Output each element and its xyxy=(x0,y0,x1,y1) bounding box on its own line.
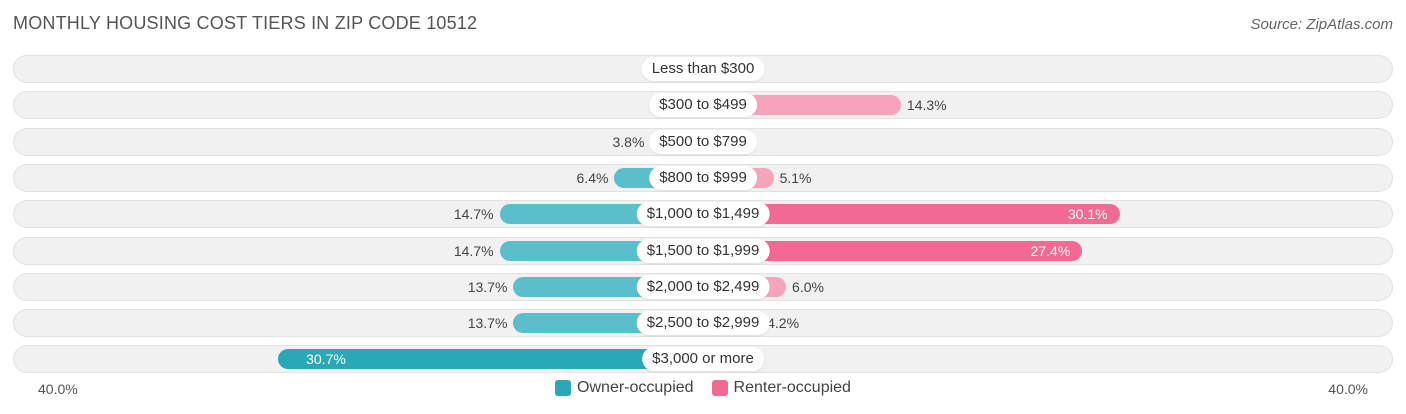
legend-renter-label: Renter-occupied xyxy=(733,379,851,396)
legend: Owner-occupied Renter-occupied xyxy=(0,379,1406,397)
axis-right-label: 40.0% xyxy=(1328,381,1368,397)
legend-renter: Renter-occupied xyxy=(711,379,851,397)
legend-renter-swatch xyxy=(711,380,728,396)
legend-owner: Owner-occupied xyxy=(555,379,694,397)
category-label: $2,000 to $2,499 xyxy=(636,274,770,299)
renter-value-label: 6.0% xyxy=(792,278,824,295)
owner-value-label: 3.8% xyxy=(612,133,645,150)
category-label: Less than $300 xyxy=(641,57,765,81)
renter-value-label: 30.1% xyxy=(1067,206,1108,223)
chart-title: MONTHLY HOUSING COST TIERS IN ZIP CODE 1… xyxy=(13,13,478,33)
owner-value-label: 13.7% xyxy=(467,278,508,295)
owner-value-label: 30.7% xyxy=(306,351,346,368)
owner-value-label: 6.4% xyxy=(576,169,609,186)
category-label: $800 to $999 xyxy=(649,165,757,190)
renter-value-label: 4.2% xyxy=(767,315,800,332)
category-label: $2,500 to $2,999 xyxy=(636,311,770,336)
axis-left-label: 40.0% xyxy=(38,381,78,397)
owner-value-label: 14.7% xyxy=(453,242,494,259)
owner-value-label: 14.7% xyxy=(453,206,494,223)
source-credit: Source: ZipAtlas.com xyxy=(1250,16,1393,33)
category-label: $300 to $499 xyxy=(649,93,757,118)
legend-owner-label: Owner-occupied xyxy=(577,379,694,396)
category-label: $3,000 or more xyxy=(642,347,764,372)
renter-bar xyxy=(703,204,1120,225)
renter-value-label: 5.1% xyxy=(779,169,812,186)
renter-bar xyxy=(703,240,1083,261)
category-label: $500 to $799 xyxy=(649,129,757,154)
legend-owner-swatch xyxy=(555,380,572,396)
category-label: $1,000 to $1,499 xyxy=(636,202,770,227)
category-label: $1,500 to $1,999 xyxy=(636,238,770,263)
renter-value-label: 27.4% xyxy=(1030,242,1071,259)
owner-bar xyxy=(278,349,703,370)
owner-value-label: 13.7% xyxy=(467,315,508,332)
renter-value-label: 14.3% xyxy=(906,97,947,114)
